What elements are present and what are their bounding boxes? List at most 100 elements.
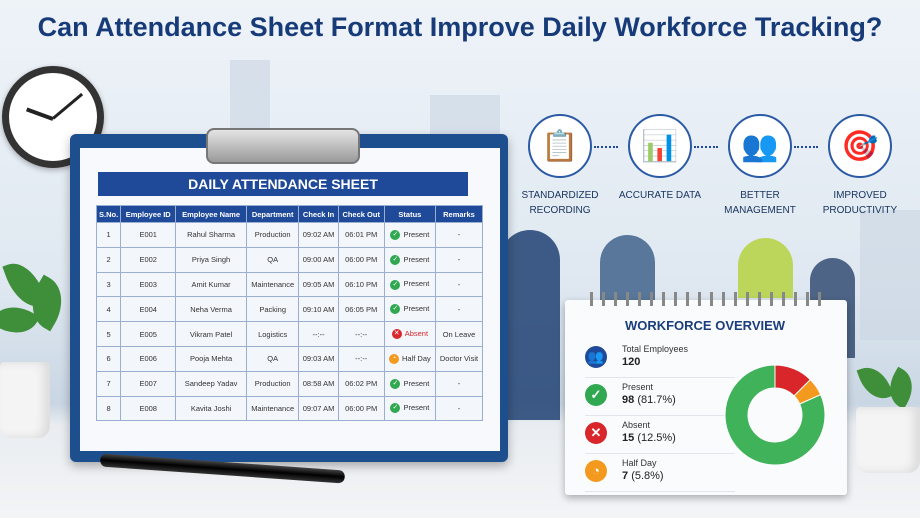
- table-cell: 09:10 AM: [298, 296, 339, 323]
- status-label: Present: [403, 229, 430, 239]
- table-row: 5 E005 Vikram Patel Logistics --:-- --:-- ✕ Abs…: [95, 321, 484, 347]
- table-cell: Kavita Joshi: [175, 395, 247, 422]
- status-label: Present: [403, 378, 430, 388]
- status-label: Absent: [404, 329, 429, 339]
- table-cell: -: [434, 271, 484, 298]
- table-cell: 06:00 PM: [337, 246, 385, 273]
- column-header: Remarks: [434, 205, 484, 223]
- stat-item: 👥 Total Employees 120: [585, 342, 735, 378]
- workforce-overview-calendar: WORKFORCE OVERVIEW 👥 Total Employees 120 ✓…: [565, 300, 847, 495]
- table-cell: 5: [95, 321, 122, 347]
- status-cell: ✕ Absent: [383, 321, 436, 347]
- stat-item: ✕ Absent 15 (12.5%): [585, 418, 735, 454]
- background-building: [860, 210, 920, 340]
- stat-label: Absent: [622, 420, 651, 430]
- check-icon: ✓: [390, 403, 401, 414]
- table-cell: -: [434, 222, 484, 248]
- table-cell: E007: [120, 370, 177, 397]
- donut-slice-present: [724, 364, 826, 466]
- sheet-title: DAILY ATTENDANCE SHEET: [98, 172, 468, 196]
- table-cell: On Leave: [434, 321, 484, 347]
- table-cell: 06:01 PM: [337, 222, 385, 248]
- table-row: 4 E004 Neha Verma Packing 09:10 AM 06:05 PM ✓ P…: [95, 296, 484, 323]
- table-cell: 1: [95, 222, 122, 248]
- clock-icon: ◔: [388, 353, 399, 364]
- users-icon: 👥: [585, 346, 607, 368]
- stat-label: Present: [622, 382, 654, 392]
- table-cell: --:--: [337, 345, 385, 372]
- stat-label: Half Day: [622, 458, 657, 468]
- table-cell: Amit Kumar: [175, 271, 247, 298]
- table-cell: 09:02 AM: [298, 222, 339, 248]
- clipboard-clip: [206, 128, 360, 164]
- table-cell: --:--: [298, 321, 339, 347]
- benefit-label: IMPROVED PRODUCTIVITY: [822, 190, 898, 216]
- table-cell: E006: [120, 345, 177, 372]
- x-icon: ✕: [585, 422, 607, 444]
- table-cell: 06:02 PM: [337, 370, 385, 397]
- status-cell: ✓ Present: [383, 271, 436, 298]
- status-cell: ✓ Present: [383, 296, 436, 323]
- table-cell: 3: [95, 271, 122, 298]
- stat-value: 15 (12.5%): [622, 432, 676, 444]
- status-label: Present: [403, 403, 430, 413]
- table-cell: Packing: [245, 296, 300, 323]
- status-cell: ✓ Present: [383, 246, 436, 273]
- bar-chart-icon: 📊: [628, 114, 692, 178]
- check-icon: ✓: [390, 304, 401, 315]
- table-cell: Pooja Mehta: [175, 345, 247, 372]
- status-label: Present: [403, 304, 430, 314]
- table-cell: E001: [120, 222, 177, 248]
- table-cell: 09:03 AM: [298, 345, 339, 372]
- table-cell: 06:00 PM: [337, 395, 385, 422]
- status-label: Half Day: [401, 353, 431, 363]
- table-cell: -: [434, 370, 484, 397]
- table-cell: E008: [120, 395, 177, 422]
- status-cell: ✓ Present: [383, 395, 436, 422]
- table-cell: -: [434, 246, 484, 273]
- check-icon: ✓: [390, 279, 401, 290]
- table-cell: Doctor Visit: [434, 345, 484, 372]
- table-cell: Production: [245, 370, 300, 397]
- table-cell: E004: [120, 296, 177, 323]
- clipboard-checklist-icon: 📋: [528, 114, 592, 178]
- column-header: Employee Name: [175, 205, 247, 223]
- flow-connector: [594, 146, 618, 148]
- table-cell: E003: [120, 271, 177, 298]
- table-cell: Maintenance: [245, 271, 300, 298]
- table-cell: QA: [245, 345, 300, 372]
- table-cell: 6: [95, 345, 122, 372]
- check-icon: ✓: [390, 229, 401, 240]
- stat-value: 98 (81.7%): [622, 394, 676, 406]
- table-row: 6 E006 Pooja Mehta QA 09:03 AM --:-- ◔ Half Day…: [95, 345, 484, 372]
- table-cell: -: [434, 395, 484, 422]
- clock-hour-hand: [26, 107, 54, 121]
- clock-minute-hand: [52, 92, 84, 120]
- table-cell: 08:58 AM: [298, 370, 339, 397]
- calendar-binding-rings: [590, 292, 830, 306]
- worker-figure: [738, 238, 793, 298]
- table-cell: Rahul Sharma: [175, 222, 247, 248]
- table-row: 3 E003 Amit Kumar Maintenance 09:05 AM 06:10 …: [95, 271, 484, 298]
- table-cell: 8: [95, 395, 122, 422]
- stat-value: 7 (5.8%): [622, 470, 664, 482]
- table-row: 8 E008 Kavita Joshi Maintenance 09:07 AM 06:0…: [95, 395, 484, 422]
- table-cell: Vikram Patel: [175, 321, 247, 347]
- x-icon: ✕: [391, 329, 402, 340]
- table-cell: Sandeep Yadav: [175, 370, 247, 397]
- target-icon: 🎯: [828, 114, 892, 178]
- stat-label: Total Employees: [622, 344, 689, 354]
- attendance-donut-chart: [724, 364, 826, 466]
- table-row: 7 E007 Sandeep Yadav Production 08:58 AM 06:0…: [95, 370, 484, 397]
- table-cell: 09:05 AM: [298, 271, 339, 298]
- table-cell: 06:10 PM: [337, 271, 385, 298]
- table-cell: E002: [120, 246, 177, 273]
- table-row: 1 E001 Rahul Sharma Production 09:02 AM 06:01…: [95, 222, 484, 248]
- status-label: Present: [403, 279, 430, 289]
- status-cell: ✓ Present: [383, 370, 436, 397]
- table-cell: Logistics: [245, 321, 300, 347]
- table-cell: 06:05 PM: [337, 296, 385, 323]
- column-header: Status: [383, 205, 436, 223]
- status-cell: ✓ Present: [383, 222, 436, 248]
- flow-connector: [694, 146, 718, 148]
